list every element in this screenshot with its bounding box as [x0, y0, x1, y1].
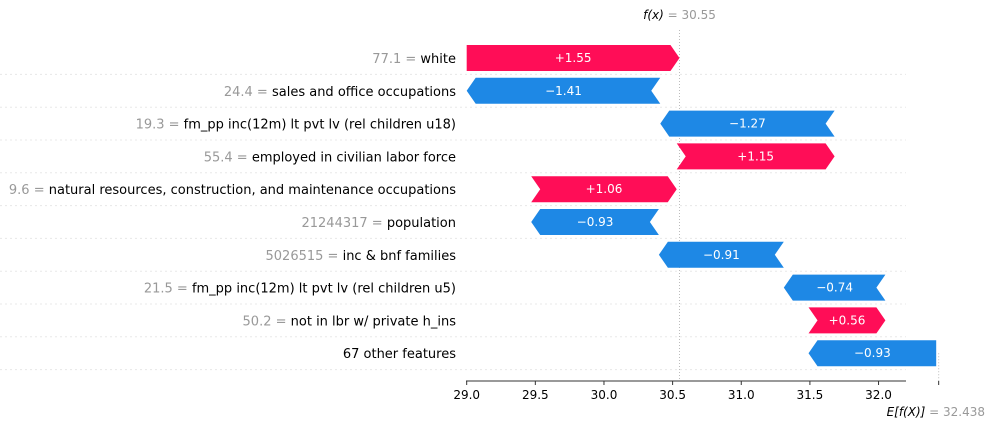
ex-label: E[f(X)] — [887, 405, 926, 419]
feature-name: fm_pp inc(12m) lt pvt lv (rel children u… — [184, 118, 456, 133]
feature-label: 77.1 = white — [372, 52, 456, 67]
feature-name: employed in civilian labor force — [252, 150, 456, 165]
bar-value-label: −1.41 — [545, 84, 582, 98]
negative-bar — [658, 241, 784, 268]
feature-name: inc & bnf families — [343, 249, 457, 264]
feature-name: fm_pp inc(12m) lt pvt lv (rel children u… — [192, 282, 456, 297]
positive-bar — [531, 176, 677, 203]
feature-value: 19.3 = — [136, 118, 184, 133]
feature-name: natural resources, construction, and mai… — [49, 183, 456, 198]
feature-name: 67 other features — [343, 347, 456, 362]
reference-lines — [678, 30, 940, 383]
feature-label: 67 other features — [343, 347, 456, 362]
feature-label: 55.4 = employed in civilian labor force — [204, 150, 456, 165]
feature-label: 19.3 = fm_pp inc(12m) lt pvt lv (rel chi… — [136, 118, 456, 133]
x-axis: 29.0 29.5 30.0 30.5 31.0 31.5 32.0 — [453, 380, 940, 402]
row-separators — [0, 73, 906, 371]
feature-name: population — [387, 216, 456, 231]
x-tick-label: 29.5 — [522, 388, 549, 402]
negative-bar — [531, 209, 659, 235]
fx-value: = 30.55 — [664, 8, 716, 22]
feature-labels: 77.1 = white 24.4 = sales and office occu… — [9, 52, 456, 362]
feature-name: white — [420, 52, 456, 67]
feature-value: 50.2 = — [243, 314, 291, 329]
negative-bar — [783, 274, 886, 301]
ex-annotation: E[f(X)] = 32.438 — [887, 405, 985, 419]
negative-bar — [466, 77, 661, 104]
feature-label: 21.5 = fm_pp inc(12m) lt pvt lv (rel chi… — [144, 282, 456, 297]
feature-value: 21244317 = — [301, 216, 386, 231]
bar-value-label: −0.74 — [816, 281, 853, 295]
annotations: f(x) = 30.55 E[f(X)] = 32.438 — [643, 8, 985, 419]
x-tick-label: 31.0 — [728, 388, 755, 402]
positive-bar — [808, 307, 886, 334]
feature-value: 9.6 = — [9, 183, 49, 198]
feature-value: 24.4 = — [224, 85, 272, 100]
bar-value-label: +1.55 — [555, 51, 592, 65]
x-tick-label: 30.0 — [591, 388, 618, 402]
x-tick-label: 32.0 — [865, 388, 892, 402]
fx-label: f(x) — [643, 8, 664, 22]
x-tick-label: 30.5 — [659, 388, 686, 402]
bar-value-label: −0.93 — [577, 215, 614, 229]
feature-name: sales and office occupations — [272, 85, 456, 100]
feature-value: 5026515 = — [266, 249, 343, 264]
negative-bar — [808, 340, 937, 367]
contribution-bars: +1.55 −1.41 −1.27 +1.15 +1.06 −0.93 −0.91 −0.74… — [466, 45, 937, 367]
x-tick-label: 31.5 — [797, 388, 824, 402]
fx-annotation: f(x) = 30.55 — [643, 8, 716, 22]
feature-value: 21.5 = — [144, 282, 192, 297]
ex-value: = 32.438 — [925, 405, 985, 419]
feature-label: 9.6 = natural resources, construction, a… — [9, 183, 456, 198]
feature-value: 77.1 = — [372, 52, 420, 67]
feature-label: 24.4 = sales and office occupations — [224, 85, 456, 100]
bar-value-label: −0.93 — [854, 346, 891, 360]
feature-label: 50.2 = not in lbr w/ private h_ins — [243, 314, 457, 329]
positive-bar — [466, 45, 680, 71]
positive-bar — [676, 143, 835, 170]
bar-value-label: +0.56 — [829, 313, 866, 327]
bar-value-label: −1.27 — [729, 117, 766, 131]
feature-name: not in lbr w/ private h_ins — [291, 314, 457, 329]
x-tick-label: 29.0 — [453, 388, 480, 402]
feature-value: 55.4 = — [204, 150, 252, 165]
negative-bar — [660, 110, 835, 137]
bar-value-label: +1.15 — [737, 149, 774, 163]
bar-value-label: +1.06 — [586, 182, 623, 196]
feature-label: 21244317 = population — [301, 216, 456, 231]
feature-label: 5026515 = inc & bnf families — [266, 249, 457, 264]
bar-value-label: −0.91 — [703, 248, 740, 262]
